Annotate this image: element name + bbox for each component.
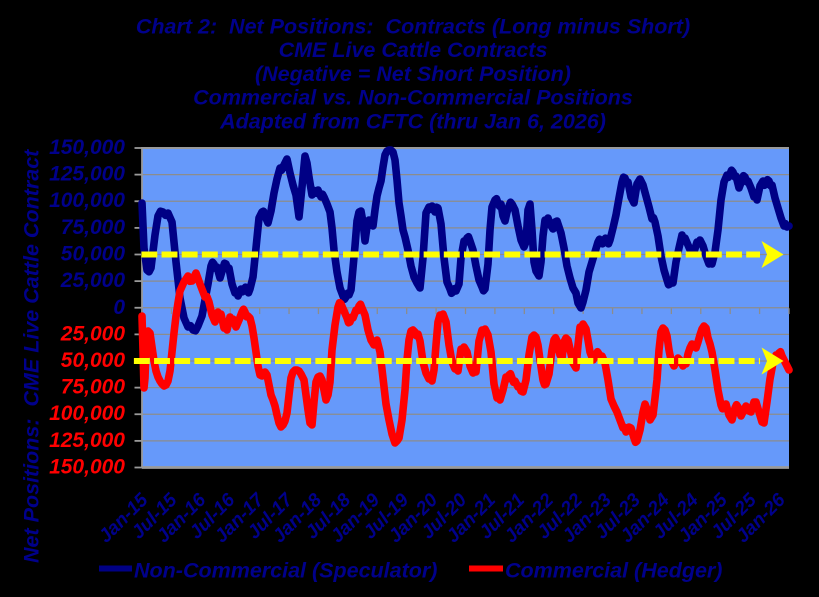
svg-text:75,000: 75,000 bbox=[61, 216, 126, 239]
svg-text:100,000: 100,000 bbox=[49, 402, 125, 425]
svg-text:100,000: 100,000 bbox=[49, 189, 125, 212]
svg-text:Adapted from CFTC (thru Jan 6,: Adapted from CFTC (thru Jan 6, 2026) bbox=[219, 109, 606, 133]
svg-text:150,000: 150,000 bbox=[49, 456, 125, 479]
svg-text:150,000: 150,000 bbox=[49, 136, 125, 159]
svg-text:Commercial vs. Non-Commercial: Commercial vs. Non-Commercial Positions bbox=[193, 86, 633, 110]
svg-text:50,000: 50,000 bbox=[61, 243, 126, 266]
svg-text:25,000: 25,000 bbox=[60, 322, 126, 345]
svg-text:CME Live Cattle Contracts: CME Live Cattle Contracts bbox=[279, 38, 548, 62]
svg-text:50,000: 50,000 bbox=[61, 349, 126, 372]
svg-text:Chart 2: Net Positions: Cont: Chart 2: Net Positions: Contracts (Long … bbox=[136, 15, 690, 39]
svg-text:125,000: 125,000 bbox=[49, 429, 125, 452]
svg-text:0: 0 bbox=[113, 296, 125, 319]
svg-text:75,000: 75,000 bbox=[61, 376, 126, 399]
svg-text:(Negative = Net Short Position: (Negative = Net Short Position) bbox=[255, 62, 571, 86]
svg-text:125,000: 125,000 bbox=[49, 163, 125, 186]
svg-text:Net Positions: CME Live Cattl: Net Positions: CME Live Cattle Contract bbox=[20, 149, 44, 563]
svg-text:Commercial (Hedger): Commercial (Hedger) bbox=[505, 559, 722, 583]
svg-text:25,000: 25,000 bbox=[60, 269, 126, 292]
svg-text:Non-Commercial (Speculator): Non-Commercial (Speculator) bbox=[134, 559, 437, 583]
